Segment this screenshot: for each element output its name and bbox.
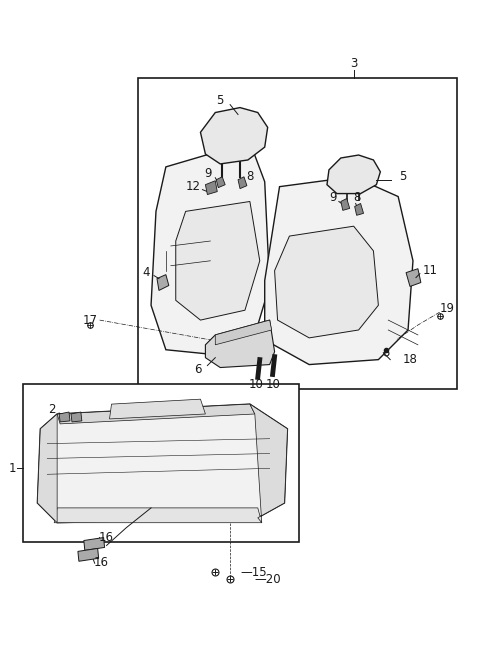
- Polygon shape: [250, 404, 288, 523]
- Polygon shape: [355, 203, 363, 215]
- Polygon shape: [216, 320, 272, 345]
- Polygon shape: [176, 201, 260, 320]
- Text: 18: 18: [403, 353, 418, 366]
- Polygon shape: [341, 199, 350, 211]
- Polygon shape: [205, 180, 217, 195]
- Text: 16: 16: [94, 556, 109, 569]
- Polygon shape: [109, 399, 205, 419]
- Text: 2: 2: [48, 403, 56, 415]
- Text: 16: 16: [99, 531, 114, 544]
- Polygon shape: [71, 412, 82, 422]
- Text: 10: 10: [266, 378, 281, 391]
- Text: 6: 6: [194, 363, 201, 376]
- Text: 12: 12: [186, 180, 201, 193]
- Text: 11: 11: [422, 264, 437, 277]
- Text: 4: 4: [143, 266, 150, 279]
- Polygon shape: [205, 320, 275, 367]
- Polygon shape: [59, 412, 70, 422]
- Text: 9: 9: [329, 191, 336, 204]
- Text: 8: 8: [246, 171, 253, 183]
- Polygon shape: [327, 155, 380, 194]
- Text: 3: 3: [350, 56, 357, 70]
- Polygon shape: [216, 176, 225, 188]
- Polygon shape: [264, 176, 413, 365]
- Text: 19: 19: [440, 302, 455, 315]
- Bar: [23, 384, 300, 543]
- Text: 8: 8: [353, 191, 360, 204]
- Text: 17: 17: [82, 314, 97, 327]
- Bar: [138, 78, 457, 389]
- Text: 10: 10: [248, 378, 263, 391]
- Polygon shape: [275, 226, 378, 338]
- Text: —15: —15: [240, 565, 266, 579]
- Polygon shape: [151, 142, 270, 355]
- Polygon shape: [157, 275, 169, 291]
- Text: —20: —20: [255, 573, 281, 586]
- Polygon shape: [84, 537, 105, 550]
- Text: 9: 9: [204, 167, 212, 180]
- Text: 5: 5: [216, 94, 224, 107]
- Text: 5: 5: [399, 171, 407, 183]
- Polygon shape: [54, 508, 262, 523]
- Polygon shape: [201, 108, 268, 164]
- Polygon shape: [238, 176, 247, 189]
- Polygon shape: [406, 269, 421, 287]
- Polygon shape: [37, 414, 57, 523]
- Polygon shape: [78, 548, 99, 562]
- Text: 1: 1: [9, 462, 16, 475]
- Polygon shape: [37, 404, 288, 523]
- Polygon shape: [57, 404, 255, 424]
